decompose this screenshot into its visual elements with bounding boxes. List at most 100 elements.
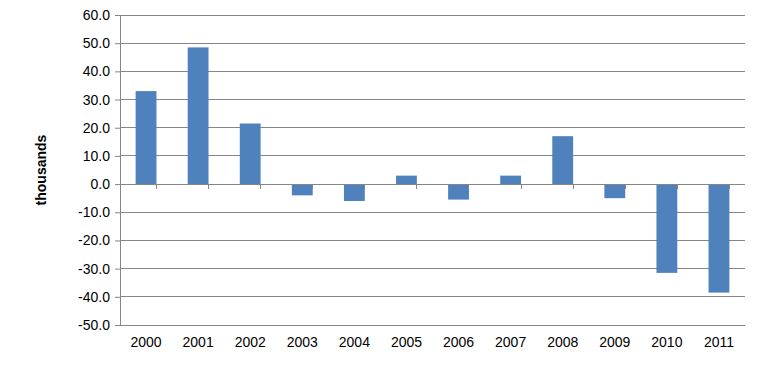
y-tick-label: 40.0 <box>83 63 110 79</box>
y-tick-mark <box>115 269 120 270</box>
y-tick-label: 60.0 <box>83 7 110 23</box>
category-divider <box>468 184 469 189</box>
category-divider <box>677 184 678 189</box>
x-axis-line <box>121 325 746 326</box>
bar <box>604 184 625 198</box>
y-tick-mark <box>115 325 120 326</box>
y-tick: 10.0 <box>83 148 120 164</box>
y-tick-mark <box>115 297 120 298</box>
y-tick: 40.0 <box>83 63 120 79</box>
grid-line <box>120 268 745 269</box>
x-tick: 2009 <box>599 334 630 350</box>
zero-line <box>120 184 745 185</box>
chart: -50.0 -40.0 -30.0 -20.0 -10.0 0.0 10.0 20.0 30.0… <box>0 0 762 377</box>
x-tick: 2000 <box>130 334 161 350</box>
bar <box>344 184 365 201</box>
x-tick-label: 2001 <box>183 334 214 350</box>
x-tick-label: 2009 <box>599 334 630 350</box>
y-tick-mark <box>115 43 120 44</box>
x-tick: 2010 <box>651 334 682 350</box>
y-tick-mark <box>115 212 120 213</box>
x-tick-label: 2006 <box>443 334 474 350</box>
bar <box>396 176 417 184</box>
category-divider <box>573 184 574 189</box>
bar <box>500 176 521 184</box>
x-tick-label: 2010 <box>651 334 682 350</box>
y-axis-title: thousands <box>33 134 49 205</box>
x-tick: 2005 <box>391 334 422 350</box>
x-tick-label: 2011 <box>704 334 734 350</box>
x-tick: 2001 <box>183 334 214 350</box>
bar <box>552 136 573 184</box>
category-divider <box>416 184 417 189</box>
y-tick-mark <box>115 240 120 241</box>
y-tick: -30.0 <box>78 261 120 277</box>
y-tick: 20.0 <box>83 120 120 136</box>
category-divider <box>156 184 157 189</box>
grid-line <box>120 184 745 185</box>
y-tick-mark <box>115 128 120 129</box>
y-tick-label: -40.0 <box>78 289 110 305</box>
bar <box>240 124 261 185</box>
y-tick-label: 20.0 <box>83 120 110 136</box>
x-tick-label: 2007 <box>495 334 526 350</box>
x-tick-label: 2008 <box>547 334 578 350</box>
y-tick-mark <box>115 100 120 101</box>
x-tick-label: 2003 <box>287 334 318 350</box>
bar <box>188 47 209 184</box>
y-tick: 0.0 <box>91 176 120 192</box>
y-tick: 30.0 <box>83 92 120 108</box>
bar <box>448 184 469 200</box>
x-tick: 2003 <box>287 334 318 350</box>
y-tick-label: -30.0 <box>78 261 110 277</box>
grid-line <box>120 240 745 241</box>
category-axis-line <box>120 184 745 189</box>
x-tick-label: 2005 <box>391 334 422 350</box>
grid-line <box>120 127 745 128</box>
bar <box>656 184 677 273</box>
y-tick-label: -10.0 <box>78 204 110 220</box>
x-tick: 2008 <box>547 334 578 350</box>
x-tick: 2006 <box>443 334 474 350</box>
x-tick: 2002 <box>235 334 266 350</box>
category-divider <box>625 184 626 189</box>
y-tick-label: 50.0 <box>83 35 110 51</box>
y-tick: -20.0 <box>78 232 120 248</box>
grid-line <box>120 99 745 100</box>
y-tick-label: 0.0 <box>91 176 111 192</box>
y-tick: -50.0 <box>78 317 120 333</box>
y-tick: -10.0 <box>78 204 120 220</box>
y-tick-label: -50.0 <box>78 317 110 333</box>
y-tick-mark <box>115 71 120 72</box>
y-tick-label: 30.0 <box>83 92 110 108</box>
grid-line <box>120 296 745 297</box>
category-divider <box>729 184 730 189</box>
y-tick: -40.0 <box>78 289 120 305</box>
category-divider <box>260 184 261 189</box>
bar <box>292 184 313 195</box>
category-divider <box>364 184 365 189</box>
grid-line <box>120 15 745 16</box>
category-divider <box>312 184 313 189</box>
bars <box>136 47 730 292</box>
grid-line <box>120 212 745 213</box>
y-tick: 60.0 <box>83 7 120 23</box>
y-tick-mark <box>115 15 120 16</box>
x-tick: 2007 <box>495 334 526 350</box>
y-tick: 50.0 <box>83 35 120 51</box>
plot: -50.0 -40.0 -30.0 -20.0 -10.0 0.0 10.0 20.0 30.0… <box>78 7 745 350</box>
y-tick-mark <box>115 156 120 157</box>
x-tick-label: 2002 <box>235 334 266 350</box>
bar <box>709 184 730 293</box>
x-tick-label: 2004 <box>339 334 370 350</box>
bar <box>136 91 157 184</box>
y-axis: -50.0 -40.0 -30.0 -20.0 -10.0 0.0 10.0 20.0 30.0… <box>78 7 120 333</box>
x-tick: 2011 <box>704 334 734 350</box>
grid-line <box>120 71 745 72</box>
grid-line <box>120 325 745 326</box>
grid-line <box>120 155 745 156</box>
grid <box>120 15 745 325</box>
x-axis: 2000 2001 2002 2003 2004 2005 2006 2007 2008 2009… <box>121 326 746 350</box>
y-tick-mark <box>115 184 120 185</box>
x-tick-label: 2000 <box>130 334 161 350</box>
